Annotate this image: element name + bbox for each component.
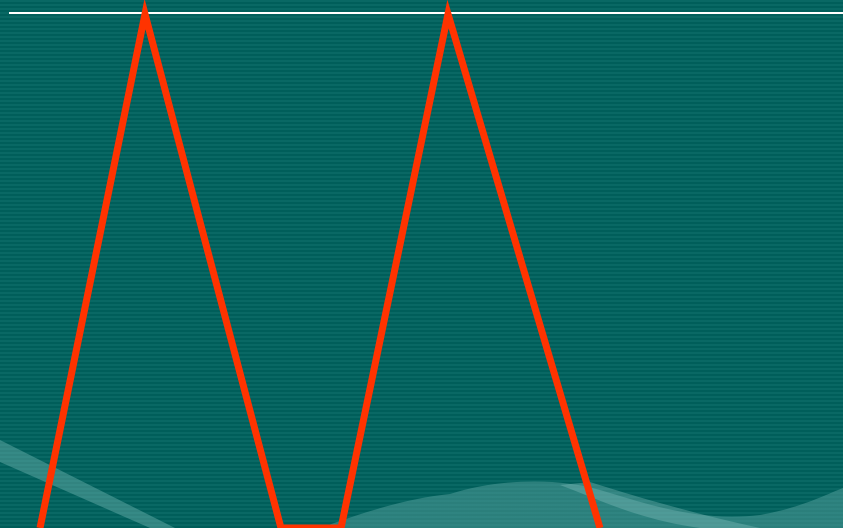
wave-shape-band	[560, 482, 760, 528]
wave-shape-right	[320, 481, 843, 528]
zigzag-line	[36, 0, 604, 528]
wave-shape-left	[0, 440, 175, 528]
